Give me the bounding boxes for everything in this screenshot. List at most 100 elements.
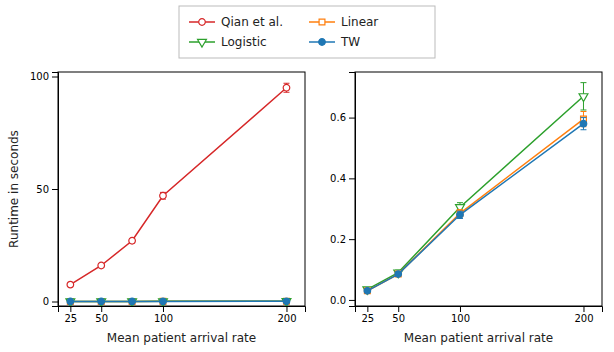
y-axis-title: Runtime in seconds — [7, 130, 21, 248]
legend: Qian et al. Linear Logistic TW — [179, 6, 435, 58]
y-tick-label: 0.0 — [330, 295, 346, 306]
x-tick-label: 100 — [451, 313, 470, 324]
y-tick-mark — [349, 178, 355, 179]
series — [67, 83, 290, 288]
x-tick: 200 — [574, 306, 593, 324]
legend-item: Qian et al. — [189, 15, 283, 29]
x-tick-mark — [367, 306, 368, 312]
y-tick-mark — [349, 300, 355, 301]
series — [67, 298, 289, 304]
x-tick-mark — [460, 306, 461, 312]
series-marker — [98, 262, 105, 269]
error-bar — [580, 118, 586, 130]
x-axis-line — [356, 307, 603, 313]
series-marker — [67, 299, 73, 305]
panel: 25 50 100 200 0.0 0.2 0.4 0.6 Mean patient arriv… — [330, 72, 602, 345]
x-tick-mark — [70, 306, 71, 312]
legend-label: Logistic — [221, 35, 267, 49]
plot-frame — [58, 72, 305, 306]
series-marker — [364, 288, 371, 295]
x-tick-mark — [163, 306, 164, 312]
x-axis-title: Mean patient arrival rate — [404, 331, 553, 345]
x-tick-label: 25 — [64, 313, 77, 324]
series-line — [367, 124, 583, 291]
x-tick: 50 — [392, 306, 405, 324]
y-tick-label: 0.4 — [330, 173, 346, 184]
x-tick-mark — [583, 306, 584, 312]
y-tick-mark — [52, 77, 58, 78]
y-axis: 0.0 0.2 0.4 0.6 — [330, 73, 355, 307]
x-tick-mark — [101, 306, 102, 312]
x-axis: 25 50 100 200 — [59, 306, 306, 324]
x-axis-line — [59, 307, 306, 313]
y-tick-label: 0.2 — [330, 234, 346, 245]
y-tick: 0.6 — [330, 112, 355, 123]
x-tick: 50 — [95, 306, 108, 324]
y-axis-line — [52, 73, 59, 307]
y-tick-mark — [52, 302, 58, 303]
plot-area — [66, 83, 291, 306]
series-marker — [159, 299, 168, 306]
y-axis-line — [349, 73, 356, 307]
y-tick-label: 0 — [43, 296, 49, 307]
legend-swatch-marker — [199, 19, 206, 26]
x-tick-mark — [286, 306, 287, 312]
series-marker — [364, 288, 370, 294]
series — [67, 298, 290, 305]
x-tick: 100 — [154, 306, 173, 324]
legend-label: Linear — [341, 15, 378, 29]
series-marker — [97, 299, 106, 306]
y-tick: 0 — [43, 296, 58, 307]
x-tick: 25 — [361, 306, 374, 324]
x-axis: 25 50 100 200 — [356, 306, 603, 324]
series-marker — [363, 287, 372, 295]
x-tick-label: 25 — [361, 313, 374, 324]
series-marker — [129, 298, 135, 304]
panel: 2550100200050100Mean patient arrival rat… — [7, 71, 306, 345]
y-tick-label: 50 — [36, 184, 49, 195]
x-tick-label: 50 — [392, 313, 405, 324]
series-marker — [67, 281, 74, 288]
x-tick-mark — [398, 306, 399, 312]
y-axis: 0 50 100 — [30, 71, 59, 307]
chart-svg: Qian et al. Linear Logistic TW 25 50 100 200 0 50… — [0, 0, 614, 352]
series-marker — [283, 84, 290, 91]
series-marker — [283, 298, 290, 305]
series-marker — [67, 298, 74, 305]
series-marker — [579, 94, 588, 102]
y-tick-label: 0.6 — [330, 112, 346, 123]
y-tick: 50 — [36, 184, 58, 195]
series-marker — [284, 298, 290, 304]
series-marker — [160, 298, 167, 305]
series-line — [70, 88, 286, 285]
error-bar — [283, 83, 289, 92]
error-bar — [160, 192, 166, 199]
series — [66, 299, 291, 306]
y-tick: 0.0 — [330, 295, 355, 306]
legend-swatch-marker — [319, 39, 326, 46]
x-tick-label: 200 — [574, 313, 593, 324]
x-tick: 25 — [64, 306, 77, 324]
x-tick-label: 50 — [95, 313, 108, 324]
series-marker — [66, 299, 75, 306]
series — [363, 83, 588, 295]
legend-label: Qian et al. — [221, 15, 283, 29]
series-marker — [128, 299, 137, 306]
legend-item: Logistic — [189, 35, 267, 49]
series-marker — [457, 212, 464, 219]
y-tick-mark — [349, 239, 355, 240]
series-marker — [395, 271, 401, 277]
plot-frame — [355, 72, 602, 306]
legend-label: TW — [340, 35, 360, 49]
x-tick-label: 200 — [277, 313, 296, 324]
plot-area — [363, 83, 588, 295]
x-tick-label: 100 — [154, 313, 173, 324]
y-tick: 100 — [30, 71, 58, 82]
series-line — [367, 96, 583, 289]
legend-swatch-marker — [198, 39, 207, 47]
series — [364, 118, 587, 295]
y-tick-mark — [52, 189, 58, 190]
legend-item: Linear — [309, 15, 378, 29]
x-tick: 200 — [277, 306, 296, 324]
legend-box — [179, 6, 435, 58]
